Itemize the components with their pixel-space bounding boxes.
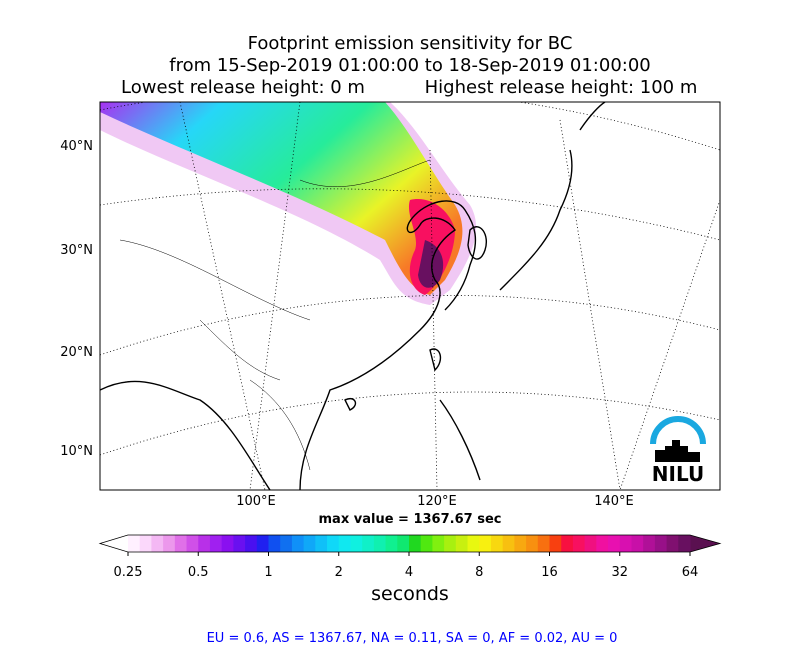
colorbar-segment — [221, 535, 234, 552]
colorbar-segment — [151, 535, 164, 552]
colorbar: 0.25 0.5 1 2 4 8 16 32 64 — [98, 534, 722, 580]
graticule — [249, 102, 301, 490]
coastline — [100, 200, 477, 490]
colorbar-segment — [678, 535, 691, 552]
lat-label: 20°N — [60, 345, 93, 360]
colorbar-segment — [643, 535, 656, 552]
colorbar-tick-label: 32 — [611, 565, 628, 580]
colorbar-segment — [502, 535, 515, 552]
lon-label: 100°E — [236, 494, 276, 509]
lat-label: 30°N — [60, 243, 93, 258]
colorbar-tick-label: 2 — [335, 565, 343, 580]
map-frame — [99, 101, 721, 491]
lon-label: 120°E — [417, 494, 457, 509]
colorbar-tick-label: 0.5 — [188, 565, 209, 580]
logo-text: NILU — [652, 462, 704, 486]
colorbar-segment — [245, 535, 258, 552]
map — [100, 102, 720, 490]
colorbar-segment — [654, 535, 668, 552]
colorbar-segment — [397, 535, 410, 552]
colorbar-segment — [467, 535, 480, 552]
colorbar-segment — [303, 535, 316, 552]
colorbar-segment — [549, 535, 562, 552]
colorbar-tick-label: 4 — [405, 565, 413, 580]
colorbar-segment — [514, 535, 527, 552]
graticule — [100, 188, 720, 241]
colorbar-extend-low — [100, 535, 128, 552]
logo-skyline — [655, 440, 700, 462]
highest-release: Highest release height: 100 m — [425, 77, 698, 98]
coastline — [499, 102, 606, 291]
colorbar-segment — [139, 535, 152, 552]
colorbar-segment — [268, 535, 281, 552]
colorbar-segment — [338, 535, 351, 552]
colorbar-segment — [631, 535, 644, 552]
colorbar-label: seconds — [371, 583, 449, 605]
footer: EU = 0.6, AS = 1367.67, NA = 0.11, SA = … — [207, 631, 618, 646]
colorbar-segment — [572, 535, 586, 552]
colorbar-segment — [608, 535, 621, 552]
colorbar-segment — [584, 535, 597, 552]
colorbar-tick-label: 0.25 — [114, 565, 143, 580]
colorbar-segment — [619, 535, 632, 552]
colorbar-segment — [409, 535, 422, 552]
colorbar-extend-high — [690, 535, 720, 552]
lon-label: 140°E — [594, 494, 634, 509]
colorbar-segment — [256, 535, 269, 552]
graticule — [619, 199, 720, 490]
colorbar-segment — [432, 535, 445, 552]
colorbar-segment — [537, 535, 550, 552]
colorbar-segment — [350, 535, 363, 552]
colorbar-segment — [490, 535, 504, 552]
colorbar-segment — [174, 535, 188, 552]
colorbar-tick-label: 8 — [475, 565, 483, 580]
border — [119, 159, 431, 471]
colorbar-segment — [373, 535, 387, 552]
colorbar-segment — [444, 535, 457, 552]
colorbar-segment — [198, 535, 211, 552]
colorbar-segment — [233, 535, 246, 552]
lat-label: 40°N — [60, 139, 93, 154]
graticule — [429, 149, 438, 490]
colorbar-segment — [561, 535, 574, 552]
colorbar-segment — [420, 535, 433, 552]
max-value: max value = 1367.67 sec — [319, 512, 502, 527]
graticule — [559, 119, 621, 490]
colorbar-tick-label: 1 — [264, 565, 272, 580]
colorbar-segment — [526, 535, 539, 552]
colorbar-segment — [163, 535, 176, 552]
colorbar-segment — [596, 535, 609, 552]
period: from 15-Sep-2019 01:00:00 to 18-Sep-2019… — [169, 55, 651, 76]
title: Footprint emission sensitivity for BC — [248, 33, 573, 54]
colorbar-segment — [666, 535, 679, 552]
colorbar-segment — [315, 535, 328, 552]
graticule — [100, 391, 720, 456]
colorbar-segment — [291, 535, 305, 552]
coastline — [344, 348, 481, 481]
coastline — [467, 226, 487, 260]
graticule — [100, 295, 720, 356]
colorbar-segment — [128, 535, 141, 552]
colorbar-segment — [209, 535, 223, 552]
logo: NILU — [650, 416, 706, 486]
colorbar-segment — [280, 535, 293, 552]
logo-arc — [650, 416, 706, 445]
lat-label: 10°N — [60, 444, 93, 459]
colorbar-segment — [455, 535, 469, 552]
colorbar-segment — [479, 535, 492, 552]
lowest-release: Lowest release height: 0 m — [121, 77, 365, 98]
colorbar-segment — [362, 535, 375, 552]
colorbar-segment — [327, 535, 340, 552]
colorbar-segment — [186, 535, 199, 552]
colorbar-segment — [385, 535, 398, 552]
colorbar-tick-label: 64 — [682, 565, 699, 580]
plume-max — [418, 240, 444, 288]
colorbar-tick-label: 16 — [541, 565, 558, 580]
